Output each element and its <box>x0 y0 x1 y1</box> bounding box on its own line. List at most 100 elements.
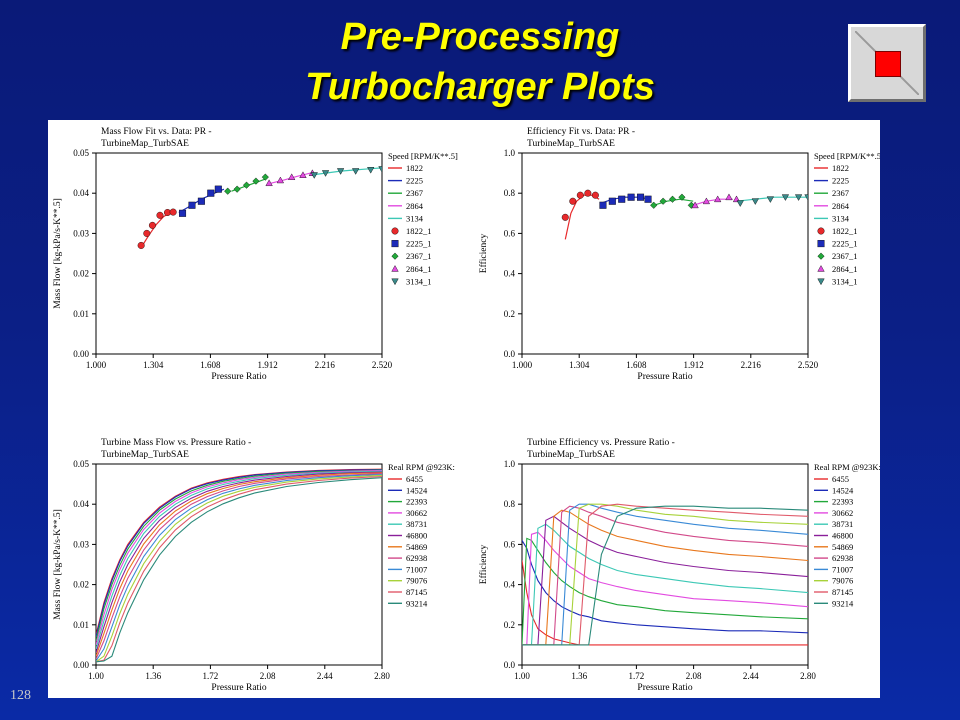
data-point-2225_1 <box>188 201 196 209</box>
y-tick-label: 0.4 <box>504 269 516 279</box>
y-tick-label: 0.03 <box>73 539 89 549</box>
y-tick-label: 0.8 <box>504 499 516 509</box>
chart-2: Efficiency Fit vs. Data: PR - TurbineMap_… <box>478 126 880 382</box>
data-point-1822_1 <box>591 191 599 199</box>
data-point-3134_1 <box>736 200 744 207</box>
data-point-1822_1 <box>561 213 569 221</box>
data-point-2225_1 <box>618 195 626 203</box>
data-point-2367_1 <box>242 181 251 189</box>
x-tick-label: 1.36 <box>145 671 161 681</box>
x-tick-label: 1.00 <box>88 671 104 681</box>
legend-label: 30662 <box>406 508 427 518</box>
chart-subtitle: TurbineMap_TurbSAE <box>527 139 615 149</box>
chart-title: Turbine Mass Flow vs. Pressure Ratio - <box>101 438 251 448</box>
fit-line-2864 <box>693 198 733 206</box>
plot-frame <box>95 152 383 355</box>
x-tick-label: 2.520 <box>798 360 819 370</box>
chart-title: Efficiency Fit vs. Data: PR - <box>527 126 635 137</box>
x-tick-label: 1.000 <box>512 360 533 370</box>
data-point-3134_1 <box>336 168 345 175</box>
y-axis-label: Mass Flow [kg-kPa/s-K**.5] <box>53 509 63 620</box>
data-point-2225_1 <box>637 193 645 201</box>
legend: Speed [RPM/K**.5] 1822 2225 2367 2864 3134 182… <box>388 151 458 286</box>
legend-marker <box>391 278 399 286</box>
data-point-3134_1 <box>352 168 360 175</box>
legend-label: 2864_1 <box>832 264 858 274</box>
legend-label: 2367_1 <box>406 251 432 261</box>
legend-label: 14524 <box>832 485 854 495</box>
legend-label: 2367 <box>406 188 423 198</box>
data-point-3134_1 <box>804 194 808 201</box>
y-tick-label: 0.05 <box>73 459 89 469</box>
legend-label: 6455 <box>832 474 849 484</box>
data-point-3134_1 <box>781 194 790 201</box>
series-line-38731 <box>522 523 808 646</box>
y-tick-label: 0.0 <box>504 349 516 359</box>
y-tick-label: 0.02 <box>73 580 89 590</box>
legend-label: 22393 <box>406 497 427 507</box>
data-point-2864_1 <box>265 179 273 186</box>
legend-marker <box>817 265 825 272</box>
legend-label: 3134 <box>832 213 850 223</box>
data-point-2367_1 <box>650 201 658 209</box>
data-point-2225_1 <box>207 189 215 197</box>
data-point-2225_1 <box>197 197 205 205</box>
data-point-3134_1 <box>766 196 775 203</box>
data-point-2367_1 <box>659 197 667 205</box>
data-point-2225_1 <box>599 201 607 209</box>
chart-title: Turbine Efficiency vs. Pressure Ratio - <box>527 437 675 448</box>
y-tick-label: 0.04 <box>73 188 89 198</box>
page-number: 128 <box>10 688 31 703</box>
legend-marker <box>391 252 399 260</box>
x-tick-label: 1.72 <box>629 671 645 681</box>
data-point-3134_1 <box>310 172 318 179</box>
x-tick-label: 1.000 <box>86 360 107 370</box>
chart-subtitle: TurbineMap_TurbSAE <box>101 139 189 149</box>
data-point-2864_1 <box>725 193 733 201</box>
data-point-3134_1 <box>321 170 330 177</box>
data-point-2367_1 <box>261 173 269 181</box>
legend-label: 79076 <box>832 576 853 586</box>
legend-label: 6455 <box>406 474 423 484</box>
y-tick-label: 0.02 <box>73 269 89 279</box>
legend-label: 2225 <box>406 176 423 186</box>
y-tick-label: 0.03 <box>73 228 89 238</box>
x-tick-label: 2.80 <box>374 671 390 681</box>
series-line-14524 <box>96 469 382 638</box>
legend-label: 3134_1 <box>832 276 858 286</box>
legend-label: 87145 <box>832 587 853 597</box>
legend-label: 2367_1 <box>832 251 858 261</box>
data-point-2864_1 <box>714 195 722 203</box>
data-point-2225_1 <box>608 197 616 205</box>
series-line-79076 <box>96 474 382 663</box>
legend-label: 2225_1 <box>406 239 432 249</box>
x-tick-label: 1.608 <box>626 360 647 370</box>
data-point-2367_1 <box>678 193 686 201</box>
data-point-2367_1 <box>668 195 677 203</box>
plot-area <box>561 189 808 240</box>
legend-marker <box>391 240 399 248</box>
plot-frame <box>95 463 383 666</box>
series-line-62938 <box>522 505 808 646</box>
x-tick-label: 1.36 <box>571 671 587 681</box>
series-line-87145 <box>96 475 382 663</box>
y-tick-label: 0.6 <box>504 539 516 549</box>
legend-label: 79076 <box>406 576 427 586</box>
legend-label: 1822 <box>832 163 849 173</box>
stop-icon <box>875 51 901 77</box>
y-tick-label: 0.04 <box>73 499 89 509</box>
stop-button[interactable] <box>848 24 926 102</box>
series-line-71007 <box>96 473 382 662</box>
data-point-2864_1 <box>732 195 741 203</box>
x-tick-label: 2.216 <box>315 360 336 370</box>
legend-label: 1822_1 <box>832 226 858 236</box>
x-tick-label: 1.912 <box>257 360 277 370</box>
data-point-2225_1 <box>644 195 652 203</box>
turbocharger-plots: Mass Flow Fit vs. Data: PR - TurbineMap_T… <box>53 126 880 693</box>
legend-label: 14524 <box>406 485 428 495</box>
legend-label: 93214 <box>406 598 428 608</box>
data-point-2864_1 <box>702 197 711 205</box>
y-tick-label: 0.00 <box>73 349 89 359</box>
